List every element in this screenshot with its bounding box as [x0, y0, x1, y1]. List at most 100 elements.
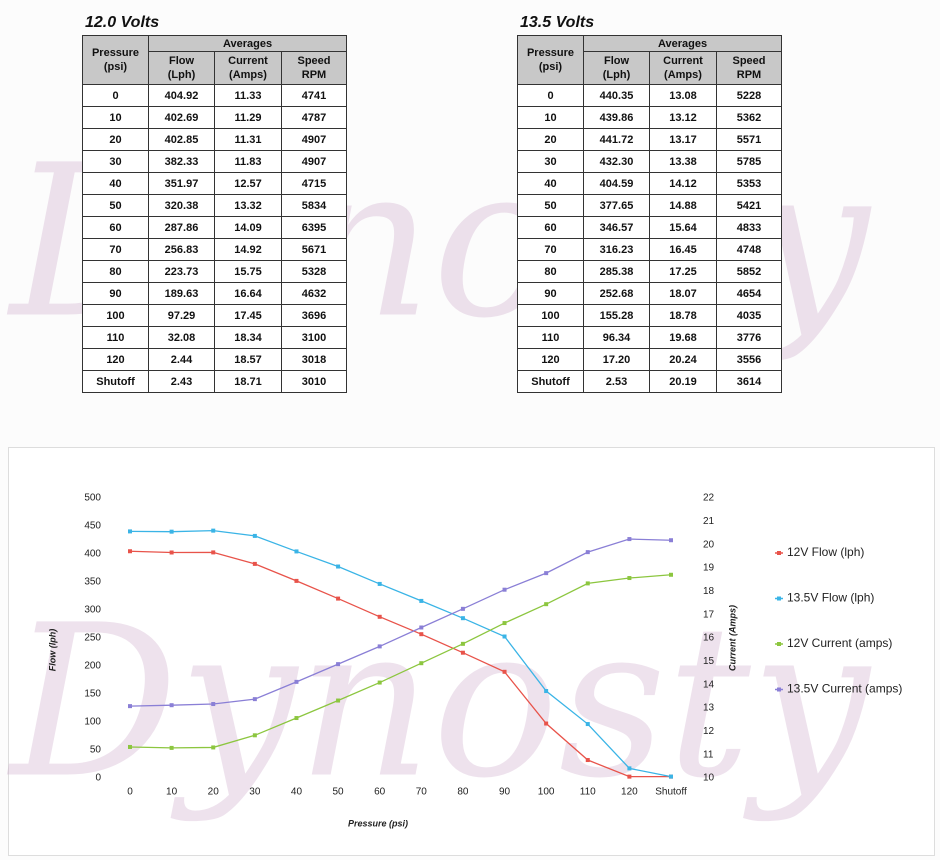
table-cell: 11.83 [214, 150, 282, 173]
y2-tick-label: 20 [703, 539, 715, 550]
table-cell: 4632 [281, 282, 347, 305]
data-point [252, 733, 257, 738]
y2-tick-label: 10 [703, 773, 715, 784]
table-cell: 346.57 [583, 216, 650, 239]
table-cell: 11.33 [214, 84, 282, 107]
table-row: 110 96.34 19.68 3776 [517, 326, 782, 349]
table-cell: 5571 [716, 128, 782, 151]
table-cell: 285.38 [583, 260, 650, 283]
table-cell: 439.86 [583, 106, 650, 129]
header-cell: Flow (Lph) [148, 51, 215, 85]
y-tick-label: 300 [84, 605, 101, 616]
table-cell: 3556 [716, 348, 782, 371]
data-point [336, 698, 341, 703]
table-cell: 50 [82, 194, 149, 217]
x-tick-label: 90 [499, 787, 511, 798]
table-row: 80 285.38 17.25 5852 [517, 260, 782, 283]
data-point [627, 576, 632, 581]
data-point [502, 587, 507, 592]
table-cell: 30 [517, 150, 584, 173]
table-cell: 20.24 [649, 348, 717, 371]
data-point [585, 581, 590, 586]
table-row: 30 382.33 11.83 4907 [82, 150, 347, 173]
table-cell: 14.88 [649, 194, 717, 217]
table-row: 10 402.69 11.29 4787 [82, 106, 347, 129]
table-header: Pressure (psi) Averages Flow (Lph) Current … [82, 35, 347, 85]
table-cell: 155.28 [583, 304, 650, 327]
table-cell: 5421 [716, 194, 782, 217]
table-row: 40 404.59 14.12 5353 [517, 172, 782, 195]
table-cell: 90 [517, 282, 584, 305]
table-row: 0 440.35 13.08 5228 [517, 84, 782, 107]
table-cell: 110 [82, 326, 149, 349]
table-cell: 4787 [281, 106, 347, 129]
y-axis-title: Flow (lph) [47, 629, 57, 672]
data-point [377, 581, 382, 586]
table-cell: 404.92 [148, 84, 215, 107]
table-cell: 10 [82, 106, 149, 129]
table-title: 12.0 Volts [85, 14, 160, 31]
table-cell: 223.73 [148, 260, 215, 283]
table-cell: 3018 [281, 348, 347, 371]
legend-swatch [777, 551, 781, 555]
legend-label: 12V Current (amps) [787, 636, 892, 650]
y2-tick-label: 22 [703, 493, 715, 504]
x-tick-label: 120 [621, 787, 638, 798]
table-cell: 14.92 [214, 238, 282, 261]
data-point [502, 634, 507, 639]
table-cell: 14.09 [214, 216, 282, 239]
data-point [544, 689, 549, 694]
header-cell: Current (Amps) [649, 51, 717, 85]
table-cell: 16.64 [214, 282, 282, 305]
table-cell: 15.64 [649, 216, 717, 239]
x-tick-label: 50 [333, 787, 345, 798]
table-cell: 16.45 [649, 238, 717, 261]
table-cell: Shutoff [82, 370, 149, 393]
table-row: 120 2.44 18.57 3018 [82, 348, 347, 371]
table-row: 100 97.29 17.45 3696 [82, 304, 347, 327]
table-row: 10 439.86 13.12 5362 [517, 106, 782, 129]
y-tick-label: 450 [84, 521, 101, 532]
table-title: 13.5 Volts [520, 14, 595, 31]
data-point [460, 606, 465, 611]
table-cell: 3614 [716, 370, 782, 393]
table-row: 70 316.23 16.45 4748 [517, 238, 782, 261]
watermark: Dynosty [6, 580, 872, 825]
data-point [377, 644, 382, 649]
y-tick-label: 200 [84, 661, 101, 672]
legend-label: 13.5V Flow (lph) [787, 591, 874, 605]
y-tick-label: 500 [84, 493, 101, 504]
y2-tick-label: 12 [703, 726, 715, 737]
x-tick-label: Shutoff [655, 787, 687, 798]
y2-tick-label: 16 [703, 633, 715, 644]
table-cell: 18.57 [214, 348, 282, 371]
table-row: 50 377.65 14.88 5421 [517, 194, 782, 217]
data-point [169, 550, 174, 555]
table-cell: 252.68 [583, 282, 650, 305]
data-point [211, 550, 216, 555]
table-cell: 90 [82, 282, 149, 305]
table-cell: 14.12 [649, 172, 717, 195]
table-body: 0 404.92 11.33 4741 10 402.69 11.29 4787 20 402.8… [82, 84, 347, 393]
table-cell: 20 [82, 128, 149, 151]
data-point [377, 680, 382, 685]
table-row: 50 320.38 13.32 5834 [82, 194, 347, 217]
table-cell: 4833 [716, 216, 782, 239]
table-cell: 11.29 [214, 106, 282, 129]
table-row: 30 432.30 13.38 5785 [517, 150, 782, 173]
table-cell: 20 [517, 128, 584, 151]
table-cell: 287.86 [148, 216, 215, 239]
y2-tick-label: 15 [703, 656, 715, 667]
legend-swatch [777, 596, 781, 601]
table-cell: 10 [517, 106, 584, 129]
table-cell: 19.68 [649, 326, 717, 349]
y2-tick-label: 17 [703, 609, 715, 620]
header-cell: Speed RPM [281, 51, 347, 85]
table-cell: 2.43 [148, 370, 215, 393]
data-point [419, 598, 424, 603]
header-cell: Current (Amps) [214, 51, 282, 85]
data-point [294, 716, 299, 721]
table-cell: 5228 [716, 84, 782, 107]
data-point [419, 625, 424, 630]
data-point [627, 537, 632, 542]
